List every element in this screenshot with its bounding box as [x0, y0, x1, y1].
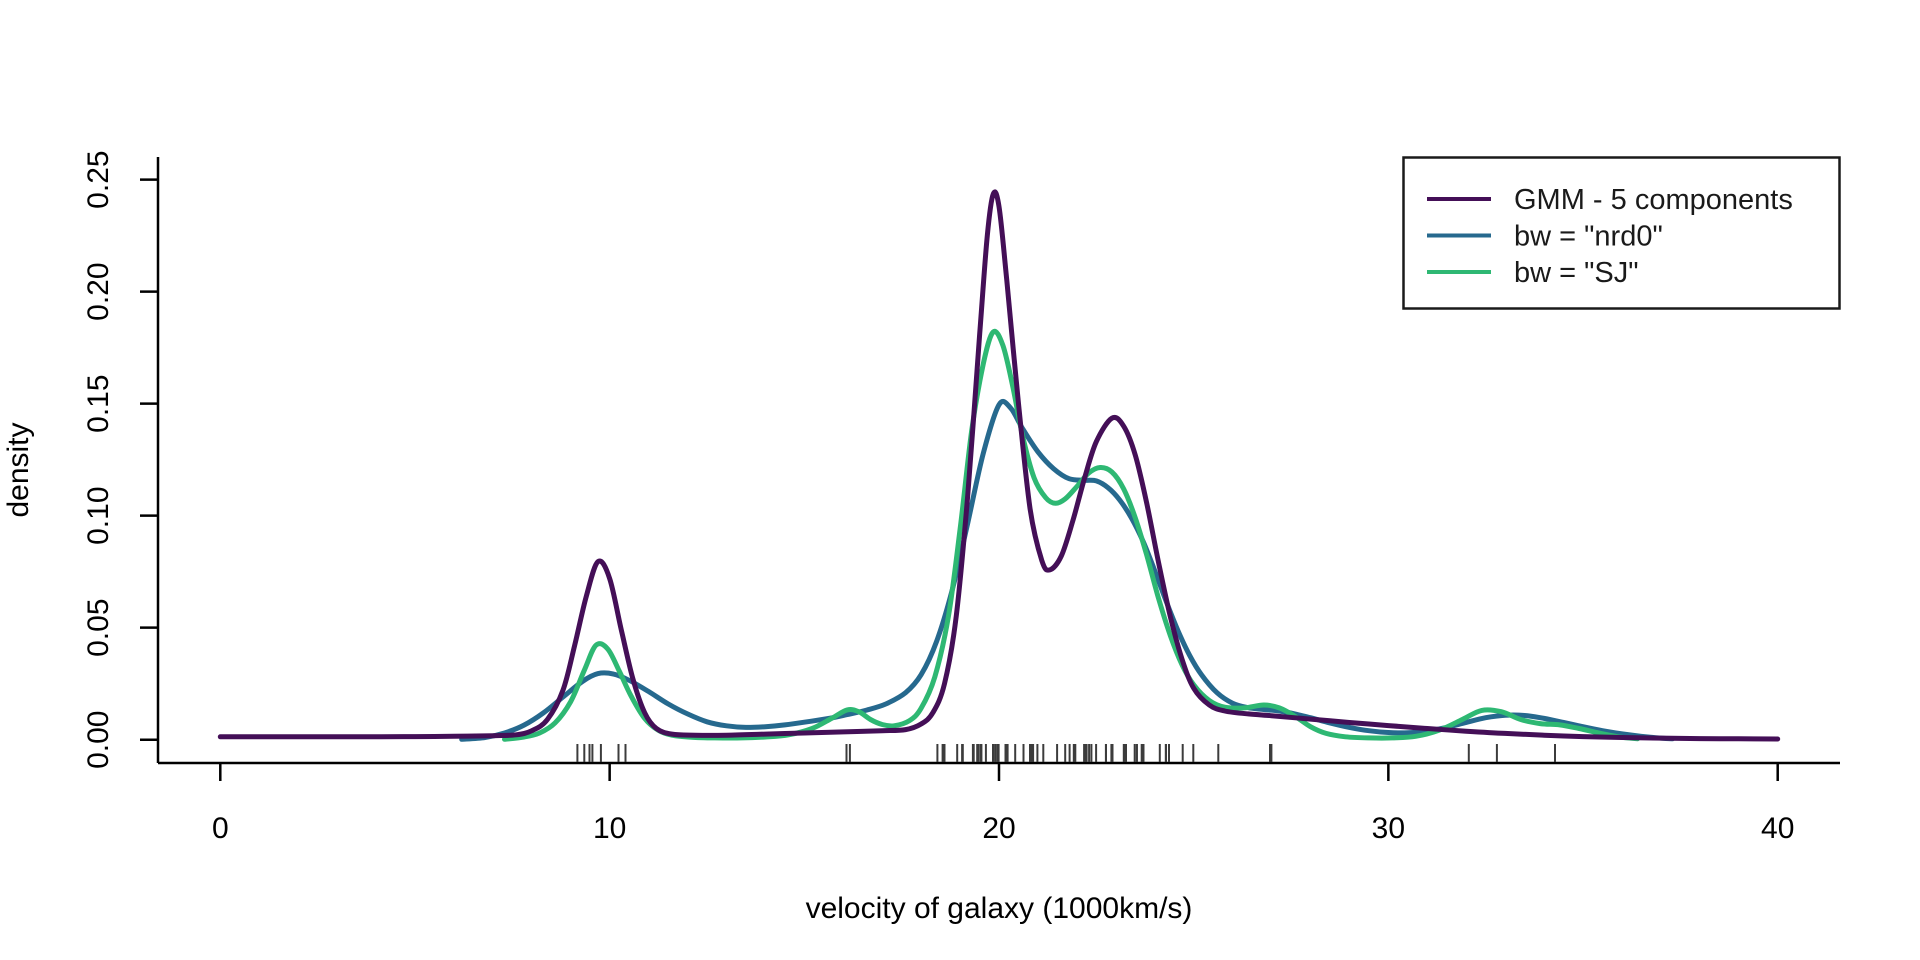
axes: 0 10 20 30 40 0.00 0.05 0.10 0.15 0.20 0.25 [82, 150, 1840, 845]
legend: GMM - 5 components bw = "nrd0" bw = "SJ" [1402, 156, 1841, 310]
y-tick-label: 0.00 [82, 711, 115, 769]
curve-bw-nrd0- [459, 399, 1676, 742]
x-axis-title: velocity of galaxy (1000km/s) [806, 892, 1193, 925]
x-tick-label: 10 [593, 812, 626, 845]
x-tick-label: 40 [1761, 812, 1794, 845]
y-tick-label: 0.15 [82, 374, 115, 432]
x-tick-label: 0 [212, 812, 229, 845]
density-curves [217, 189, 1781, 742]
y-tick-label: 0.25 [82, 150, 115, 208]
legend-label-gmm: GMM - 5 components [1514, 184, 1793, 216]
x-tick-label: 20 [982, 812, 1015, 845]
y-tick-label: 0.20 [82, 262, 115, 320]
legend-box [1402, 156, 1841, 310]
curve-gmm-5-components [217, 189, 1781, 742]
y-tick-label: 0.05 [82, 598, 115, 656]
x-tick-label: 30 [1372, 812, 1405, 845]
legend-label-sj: bw = "SJ" [1514, 257, 1639, 289]
y-axis-title: density [2, 422, 35, 517]
legend-label-nrd0: bw = "nrd0" [1514, 221, 1663, 253]
rug-marks [576, 744, 1556, 762]
y-tick-label: 0.10 [82, 486, 115, 544]
